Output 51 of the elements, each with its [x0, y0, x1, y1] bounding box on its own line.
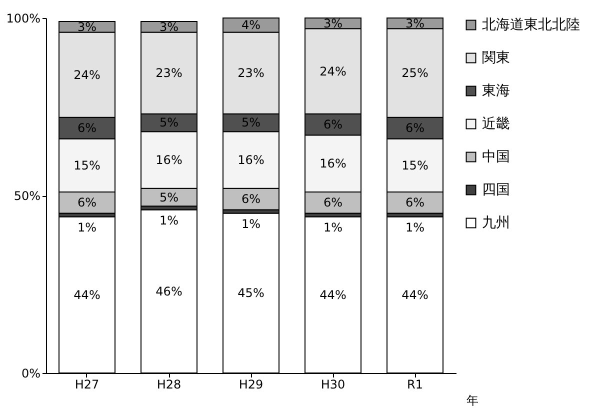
- data-label: 6%: [323, 118, 343, 132]
- data-label: 6%: [323, 196, 343, 210]
- data-label: 3%: [77, 20, 97, 34]
- legend-label: 九州: [482, 215, 510, 231]
- x-axis-title: 年: [466, 394, 478, 408]
- y-tick-label: 50%: [14, 189, 40, 203]
- data-label: 24%: [320, 64, 346, 78]
- data-label: 6%: [77, 121, 97, 136]
- x-tick-label: H27: [74, 378, 100, 392]
- data-label: 15%: [402, 158, 428, 172]
- data-label: 44%: [402, 288, 428, 302]
- data-label: 23%: [156, 66, 182, 80]
- data-label: 15%: [74, 158, 100, 172]
- x-tick-label: H29: [238, 378, 264, 392]
- legend-label: 四国: [482, 182, 510, 198]
- data-label: 1%: [323, 220, 343, 234]
- data-label: 5%: [159, 116, 179, 130]
- data-label: 45%: [238, 286, 264, 300]
- legend-label: 東海: [482, 83, 510, 99]
- data-label: 44%: [74, 288, 100, 302]
- data-label: 6%: [77, 196, 97, 210]
- data-label: 1%: [241, 216, 261, 231]
- data-label: 1%: [77, 220, 97, 234]
- x-tick-label: H30: [320, 378, 346, 392]
- data-label: 3%: [323, 16, 343, 30]
- legend-label: 北海道東北北陸: [482, 17, 580, 33]
- data-label: 16%: [156, 153, 182, 167]
- data-label: 25%: [402, 66, 428, 80]
- data-label: 3%: [159, 20, 179, 34]
- data-label: 3%: [405, 16, 425, 30]
- legend-label: 中国: [482, 149, 510, 165]
- x-tick-label: H28: [156, 378, 182, 392]
- data-label: 46%: [156, 284, 182, 298]
- data-label: 1%: [159, 213, 179, 228]
- x-tick-label: R1: [407, 378, 423, 392]
- data-label: 1%: [405, 220, 425, 234]
- y-tick-label: 0%: [21, 366, 40, 380]
- data-label: 16%: [238, 153, 264, 167]
- data-label: 6%: [405, 121, 425, 136]
- y-tick-label: 100%: [6, 12, 40, 26]
- data-label: 6%: [405, 196, 425, 210]
- data-label: 5%: [241, 116, 261, 130]
- legend-label: 近畿: [482, 116, 510, 132]
- data-label: 16%: [320, 156, 346, 171]
- data-label: 6%: [241, 192, 261, 206]
- data-label: 44%: [320, 288, 346, 302]
- data-label: 24%: [74, 68, 100, 82]
- data-label: 5%: [159, 190, 179, 204]
- legend-label: 関東: [482, 50, 510, 66]
- data-label: 4%: [241, 18, 261, 32]
- data-label: 23%: [238, 66, 264, 80]
